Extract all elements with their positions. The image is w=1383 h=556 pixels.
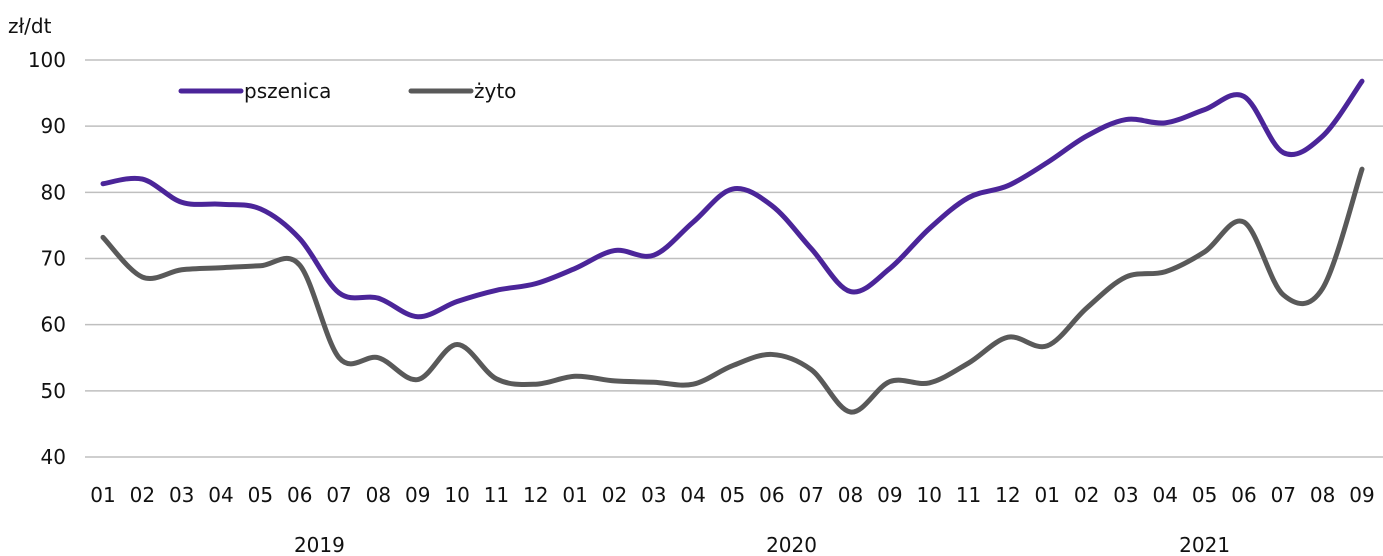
x-tick-label: 06: [759, 483, 784, 507]
series-lines: [100, 78, 1365, 415]
x-tick-label: 02: [1074, 483, 1099, 507]
x-tick-label: 03: [641, 483, 666, 507]
x-tick-label: 03: [169, 483, 194, 507]
x-tick-label: 09: [1349, 483, 1374, 507]
y-axis-ticks: 40 50 60 70 80 90 100: [28, 48, 66, 469]
y-axis-unit-label: zł/dt: [8, 14, 52, 38]
y-tick-label: 100: [28, 48, 66, 72]
x-tick-label: 04: [208, 483, 233, 507]
x-tick-label: 09: [405, 483, 430, 507]
legend-label-pszenica: pszenica: [244, 79, 331, 103]
x-tick-label: 01: [90, 483, 115, 507]
y-tick-label: 60: [41, 313, 66, 337]
series-line-pszenica: [100, 78, 1365, 320]
x-tick-label: 02: [602, 483, 627, 507]
x-tick-label: 03: [1113, 483, 1138, 507]
x-tick-label: 07: [326, 483, 351, 507]
x-tick-label: 07: [798, 483, 823, 507]
x-tick-label: 11: [956, 483, 981, 507]
y-tick-label: 40: [41, 445, 66, 469]
x-tick-label: 10: [444, 483, 469, 507]
x-tick-label: 01: [562, 483, 587, 507]
x-year-label: 2021: [1179, 533, 1230, 556]
x-tick-label: 05: [720, 483, 745, 507]
x-axis-ticks: 01 02 03 04 05 06 07 08 09 10 11 12 01 02 03 04 05 06 07 08…: [90, 483, 1374, 507]
x-tick-label: 12: [523, 483, 548, 507]
x-tick-label: 07: [1271, 483, 1296, 507]
legend-label-zyto: żyto: [474, 79, 516, 103]
x-axis-year-labels: 2019 2020 2021: [294, 533, 1230, 556]
x-tick-label: 06: [1231, 483, 1256, 507]
x-tick-label: 08: [366, 483, 391, 507]
x-tick-label: 02: [130, 483, 155, 507]
x-tick-label: 06: [287, 483, 312, 507]
x-tick-label: 01: [1035, 483, 1060, 507]
x-tick-label: 11: [484, 483, 509, 507]
x-tick-label: 08: [838, 483, 863, 507]
x-tick-label: 04: [1153, 483, 1178, 507]
legend: pszenica żyto: [178, 79, 516, 103]
x-tick-label: 05: [1192, 483, 1217, 507]
y-tick-label: 90: [41, 114, 66, 138]
x-tick-label: 05: [248, 483, 273, 507]
x-year-label: 2020: [766, 533, 817, 556]
x-tick-label: 04: [680, 483, 705, 507]
y-tick-label: 70: [41, 247, 66, 271]
y-tick-label: 50: [41, 379, 66, 403]
x-tick-label: 10: [916, 483, 941, 507]
series-line-zyto: [100, 166, 1365, 415]
x-tick-label: 09: [877, 483, 902, 507]
x-tick-label: 12: [995, 483, 1020, 507]
x-tick-label: 08: [1310, 483, 1335, 507]
x-year-label: 2019: [294, 533, 345, 556]
y-tick-label: 80: [41, 180, 66, 204]
gridlines: [85, 59, 1383, 458]
